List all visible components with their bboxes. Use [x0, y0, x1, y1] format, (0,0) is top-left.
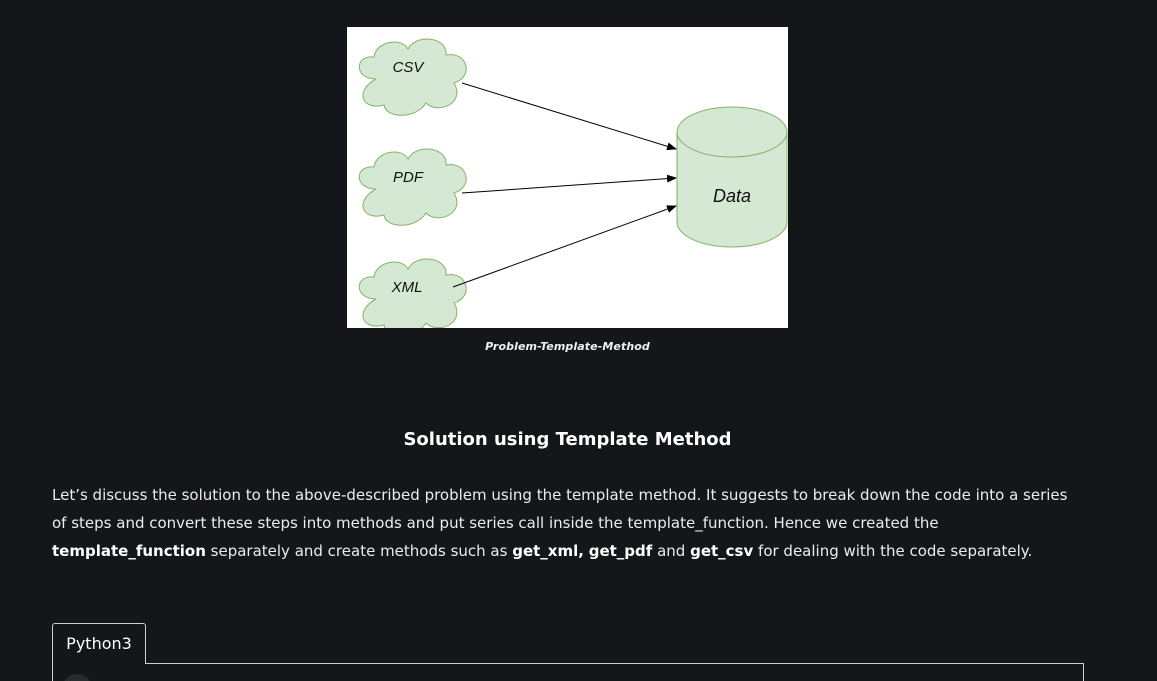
xml-cloud: XML: [358, 258, 467, 328]
arrow-csv-to-data: [461, 82, 677, 151]
xml-label: XML: [391, 279, 423, 296]
arrow-xml-to-data: [452, 205, 677, 288]
paragraph-text-2: separately and create methods such as: [205, 542, 513, 560]
paragraph-text-5: for dealing with the code separately.: [753, 542, 1033, 560]
pdf-label: PDF: [393, 169, 424, 186]
csv-cloud: CSV: [358, 38, 467, 116]
paragraph-text-1: Let’s discuss the solution to the above-…: [52, 486, 1068, 532]
csv-label: CSV: [393, 59, 426, 76]
solution-paragraph: Let’s discuss the solution to the above-…: [52, 481, 1086, 565]
get-pdf-term: get_pdf: [588, 542, 653, 560]
problem-diagram: CSV PDF XML Data: [347, 27, 788, 328]
data-cylinder: Data: [676, 106, 788, 248]
template-function-term: template_function: [52, 542, 206, 560]
python3-tab[interactable]: Python3: [52, 623, 146, 664]
data-label: Data: [713, 186, 751, 206]
figure-caption: Problem-Template-Method: [485, 340, 650, 353]
section-heading: Solution using Template Method: [403, 429, 732, 450]
pdf-cloud: PDF: [358, 148, 467, 226]
paragraph-text-4: and: [652, 542, 691, 560]
code-panel: [52, 663, 1084, 681]
diagram-svg: CSV PDF XML Data: [358, 38, 788, 328]
arrow-pdf-to-data: [461, 174, 677, 194]
get-xml-term: get_xml,: [512, 542, 584, 560]
panel-control-icon[interactable]: [62, 674, 92, 681]
get-csv-term: get_csv: [690, 542, 754, 560]
